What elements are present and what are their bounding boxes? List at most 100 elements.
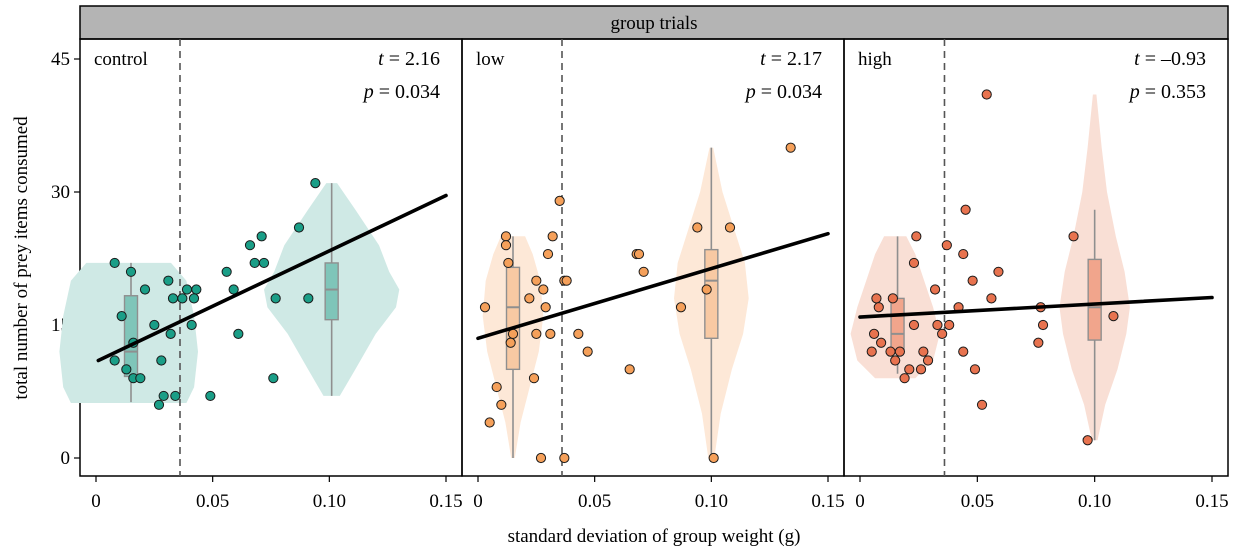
y-tick-label: 0 — [61, 448, 71, 469]
t-statistic: t = –0.93 — [1134, 48, 1206, 70]
data-point — [170, 390, 181, 402]
x-tick-label: 0.15 — [1195, 491, 1228, 512]
data-point — [911, 231, 922, 242]
p-value: p = 0.034 — [744, 81, 822, 103]
data-point — [125, 266, 137, 277]
data-point — [538, 284, 549, 295]
data-point — [908, 319, 920, 331]
y-tick-label: 30 — [51, 182, 70, 203]
data-point — [191, 284, 202, 295]
data-point — [491, 381, 502, 393]
data-point — [969, 364, 981, 375]
data-point — [531, 275, 542, 286]
data-point — [866, 346, 877, 357]
data-point — [915, 364, 927, 375]
data-point — [116, 311, 127, 322]
box-2 — [1087, 258, 1102, 341]
data-point — [547, 231, 558, 242]
data-point — [528, 373, 540, 384]
panel-label: control — [94, 49, 148, 70]
panel-low: low t = 2.17 p = 0.034 0 0.05 0.10 0.15 — [461, 38, 845, 512]
x-tick-label: 0.10 — [695, 491, 728, 512]
data-point — [986, 293, 997, 304]
data-point — [922, 355, 934, 366]
data-point — [937, 328, 948, 339]
p-value: p = 0.353 — [1128, 81, 1206, 103]
data-point — [535, 452, 547, 464]
box-1 — [505, 266, 521, 371]
data-point — [496, 399, 507, 410]
data-point — [958, 346, 969, 357]
data-point — [960, 204, 971, 215]
data-point — [524, 293, 535, 304]
data-point — [701, 284, 712, 295]
panel-control: control t = 2.16 p = 0.034 0 0.05 0.10 0.15 — [59, 38, 463, 512]
data-point — [1033, 337, 1044, 348]
t-statistic: t = 2.17 — [760, 48, 822, 70]
data-point — [941, 240, 952, 251]
facet-strip-title: group trials — [610, 13, 697, 34]
data-point — [244, 240, 256, 251]
data-point — [505, 337, 516, 348]
data-point — [531, 328, 542, 339]
data-point — [904, 364, 915, 375]
regression-line — [476, 231, 830, 341]
regression-line — [858, 295, 1214, 319]
data-point — [967, 275, 978, 286]
data-point — [121, 364, 132, 375]
data-point — [876, 337, 887, 348]
data-point — [885, 346, 896, 357]
data-point — [675, 302, 687, 313]
data-point — [708, 452, 719, 464]
data-point — [887, 293, 898, 304]
data-point — [186, 319, 197, 331]
data-point — [1082, 435, 1093, 446]
data-point — [228, 284, 239, 295]
data-point — [944, 319, 955, 331]
data-point — [158, 390, 169, 402]
data-point — [293, 222, 305, 233]
data-point — [165, 328, 176, 339]
x-tick-label: 0.15 — [811, 491, 844, 512]
data-point — [135, 373, 146, 384]
data-point — [303, 293, 314, 304]
data-point — [976, 399, 988, 410]
data-point — [545, 328, 556, 339]
data-point — [163, 275, 174, 286]
y-axis-title: total number of prey items consumed — [11, 116, 32, 400]
data-point — [540, 302, 551, 313]
data-point — [873, 302, 884, 313]
box-2 — [324, 262, 339, 321]
data-point — [188, 293, 200, 304]
data-point — [993, 266, 1004, 277]
data-point — [929, 284, 941, 295]
data-point — [153, 399, 165, 410]
data-point — [109, 257, 120, 269]
data-point — [633, 248, 645, 260]
data-point — [932, 319, 943, 331]
x-axis-title: standard deviation of group weight (g) — [508, 526, 801, 547]
data-point — [573, 328, 584, 339]
x-tick-label: 0 — [473, 491, 483, 512]
data-point — [256, 231, 267, 242]
panel-label: low — [476, 49, 505, 70]
data-point — [868, 328, 880, 339]
data-point — [156, 355, 167, 366]
data-point — [149, 319, 160, 331]
x-tick-label: 0.05 — [196, 491, 229, 512]
data-point — [1108, 311, 1119, 322]
panel-high: high t = –0.93 p = 0.353 0 0.05 0.10 0.15 — [843, 38, 1229, 512]
data-point — [785, 142, 796, 153]
data-point — [871, 293, 882, 304]
x-tick-label: 0 — [91, 491, 101, 512]
data-point — [1068, 231, 1079, 242]
data-point — [692, 222, 703, 233]
data-point — [582, 346, 593, 357]
data-point — [908, 257, 920, 269]
data-point — [638, 266, 649, 277]
data-point — [624, 364, 635, 375]
data-point — [899, 373, 910, 384]
data-point — [500, 240, 512, 251]
t-statistic: t = 2.16 — [378, 48, 440, 70]
